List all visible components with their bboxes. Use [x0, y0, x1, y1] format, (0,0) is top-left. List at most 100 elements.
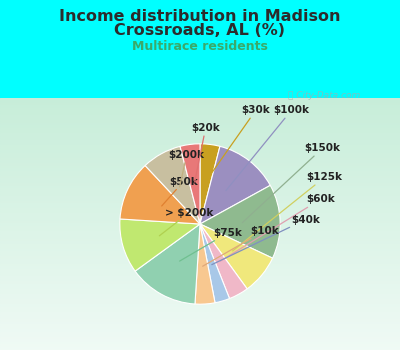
Bar: [0, 169, 400, 171]
Bar: [0, 307, 400, 310]
Bar: [0, 136, 400, 138]
Bar: [0, 247, 400, 249]
Bar: [0, 222, 400, 224]
Wedge shape: [200, 146, 270, 224]
Bar: [0, 330, 400, 332]
Bar: [0, 156, 400, 159]
Bar: [0, 131, 400, 133]
Bar: [0, 270, 400, 272]
Bar: [0, 206, 400, 209]
Bar: [0, 292, 400, 295]
Wedge shape: [200, 224, 230, 303]
Bar: [0, 340, 400, 342]
Bar: [0, 287, 400, 289]
Bar: [0, 289, 400, 292]
Bar: [0, 181, 400, 184]
Wedge shape: [200, 144, 220, 224]
Bar: [0, 325, 400, 327]
Bar: [0, 254, 400, 257]
Wedge shape: [200, 224, 272, 289]
Bar: [0, 201, 400, 204]
Text: $150k: $150k: [242, 143, 340, 223]
Bar: [0, 209, 400, 211]
Bar: [0, 138, 400, 141]
Bar: [0, 241, 400, 244]
Bar: [0, 211, 400, 214]
Bar: [0, 219, 400, 222]
Bar: [0, 320, 400, 322]
Bar: [0, 191, 400, 194]
Bar: [0, 272, 400, 274]
Bar: [0, 163, 400, 166]
Bar: [0, 322, 400, 325]
Bar: [0, 300, 400, 302]
Bar: [0, 262, 400, 264]
Bar: [0, 194, 400, 196]
Bar: [0, 337, 400, 340]
Text: ⓘ City-Data.com: ⓘ City-Data.com: [288, 91, 360, 100]
Bar: [0, 267, 400, 270]
Bar: [0, 146, 400, 148]
Bar: [0, 126, 400, 128]
Bar: [0, 98, 400, 100]
Bar: [0, 234, 400, 237]
Bar: [0, 335, 400, 337]
Text: $75k: $75k: [180, 228, 242, 261]
Text: $30k: $30k: [205, 105, 270, 182]
Bar: [0, 196, 400, 199]
Bar: [0, 237, 400, 239]
Bar: [0, 106, 400, 108]
Bar: [0, 264, 400, 267]
Bar: [0, 282, 400, 285]
Bar: [0, 216, 400, 219]
Bar: [0, 161, 400, 163]
Bar: [0, 121, 400, 123]
Bar: [0, 327, 400, 330]
Text: $200k: $200k: [169, 150, 205, 187]
Text: $60k: $60k: [220, 195, 335, 261]
Bar: [0, 274, 400, 277]
Bar: [0, 166, 400, 169]
Bar: [0, 111, 400, 113]
Bar: [0, 310, 400, 312]
Bar: [0, 297, 400, 300]
Bar: [0, 345, 400, 348]
Bar: [0, 151, 400, 153]
Bar: [0, 348, 400, 350]
Bar: [0, 285, 400, 287]
Bar: [0, 226, 400, 229]
Wedge shape: [195, 224, 215, 304]
Wedge shape: [200, 186, 280, 258]
Bar: [0, 315, 400, 317]
Bar: [0, 123, 400, 126]
Bar: [0, 148, 400, 151]
Bar: [0, 249, 400, 252]
Bar: [0, 239, 400, 241]
Bar: [0, 317, 400, 320]
Bar: [0, 257, 400, 259]
Bar: [0, 204, 400, 206]
Bar: [0, 184, 400, 186]
Bar: [0, 144, 400, 146]
Bar: [0, 332, 400, 335]
Text: $10k: $10k: [203, 226, 279, 266]
Bar: [0, 108, 400, 111]
Text: Multirace residents: Multirace residents: [132, 40, 268, 53]
Text: $20k: $20k: [191, 123, 220, 182]
Bar: [0, 103, 400, 106]
Bar: [0, 116, 400, 118]
Text: Crossroads, AL (%): Crossroads, AL (%): [114, 23, 286, 38]
Bar: [0, 224, 400, 226]
Bar: [0, 189, 400, 191]
Bar: [0, 259, 400, 262]
Bar: [0, 174, 400, 176]
Bar: [0, 229, 400, 232]
Bar: [0, 304, 400, 307]
Bar: [0, 199, 400, 201]
Text: > $200k: > $200k: [159, 208, 213, 236]
Bar: [0, 252, 400, 254]
Wedge shape: [135, 224, 200, 304]
Bar: [0, 302, 400, 304]
Bar: [0, 128, 400, 131]
Bar: [0, 118, 400, 121]
